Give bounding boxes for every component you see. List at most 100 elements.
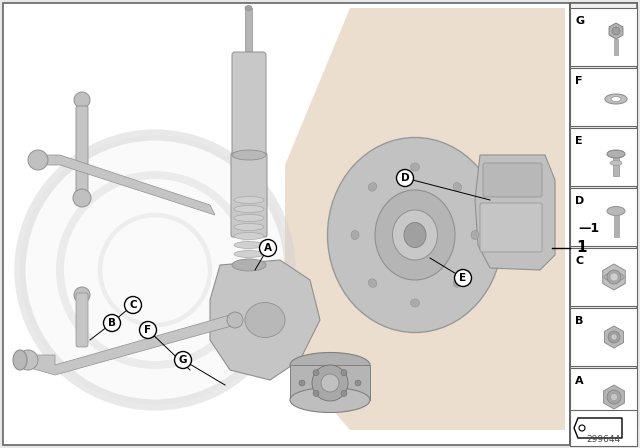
Circle shape: [610, 273, 618, 281]
FancyBboxPatch shape: [570, 3, 637, 445]
Ellipse shape: [234, 233, 264, 240]
Text: D: D: [401, 173, 410, 183]
Ellipse shape: [234, 250, 264, 258]
Ellipse shape: [234, 241, 264, 249]
Polygon shape: [604, 326, 623, 348]
Text: G: G: [575, 16, 584, 26]
Polygon shape: [210, 260, 320, 380]
Ellipse shape: [392, 210, 438, 260]
Polygon shape: [603, 264, 625, 290]
Text: G: G: [179, 355, 188, 365]
Ellipse shape: [471, 231, 479, 240]
Circle shape: [607, 390, 621, 404]
Circle shape: [227, 312, 243, 328]
Polygon shape: [574, 418, 622, 438]
Ellipse shape: [234, 197, 264, 203]
FancyBboxPatch shape: [290, 365, 370, 400]
Ellipse shape: [13, 350, 27, 370]
Text: C: C: [575, 256, 583, 266]
Ellipse shape: [410, 163, 419, 171]
Text: E: E: [575, 136, 582, 146]
Polygon shape: [20, 315, 235, 375]
Text: D: D: [575, 196, 584, 206]
Polygon shape: [285, 8, 565, 430]
Ellipse shape: [453, 279, 461, 287]
Circle shape: [73, 189, 91, 207]
Circle shape: [341, 370, 347, 375]
Circle shape: [28, 150, 48, 170]
Text: —1: —1: [578, 221, 599, 234]
Circle shape: [355, 380, 361, 386]
Circle shape: [299, 380, 305, 386]
FancyBboxPatch shape: [614, 39, 618, 55]
FancyBboxPatch shape: [480, 203, 542, 252]
Circle shape: [313, 390, 319, 396]
Text: 299644: 299644: [586, 435, 620, 444]
Circle shape: [140, 322, 157, 339]
Polygon shape: [30, 155, 215, 215]
FancyBboxPatch shape: [232, 52, 266, 158]
Ellipse shape: [404, 223, 426, 247]
Circle shape: [313, 370, 319, 375]
Ellipse shape: [607, 150, 625, 158]
Circle shape: [18, 350, 38, 370]
Ellipse shape: [232, 259, 266, 271]
Ellipse shape: [290, 353, 370, 378]
FancyBboxPatch shape: [570, 68, 637, 126]
Text: 1: 1: [576, 241, 586, 255]
Text: F: F: [145, 325, 152, 335]
Polygon shape: [604, 385, 625, 409]
Polygon shape: [609, 23, 623, 39]
Ellipse shape: [607, 207, 625, 215]
Circle shape: [259, 240, 276, 257]
Ellipse shape: [290, 388, 370, 413]
FancyBboxPatch shape: [570, 410, 637, 446]
Polygon shape: [475, 155, 555, 270]
FancyBboxPatch shape: [613, 158, 619, 176]
Ellipse shape: [453, 183, 461, 191]
Circle shape: [74, 92, 90, 108]
Ellipse shape: [351, 231, 359, 240]
Text: A: A: [575, 376, 584, 386]
Ellipse shape: [368, 279, 377, 287]
Ellipse shape: [604, 273, 624, 281]
Ellipse shape: [234, 206, 264, 212]
Ellipse shape: [610, 160, 622, 165]
FancyBboxPatch shape: [570, 188, 637, 246]
Ellipse shape: [245, 5, 252, 10]
Circle shape: [454, 270, 472, 287]
Ellipse shape: [245, 302, 285, 337]
FancyBboxPatch shape: [231, 153, 267, 237]
FancyBboxPatch shape: [570, 248, 637, 306]
Text: C: C: [129, 300, 137, 310]
Text: E: E: [460, 273, 467, 283]
Circle shape: [104, 314, 120, 332]
Ellipse shape: [368, 183, 377, 191]
Text: F: F: [575, 76, 582, 86]
Circle shape: [175, 352, 191, 369]
Ellipse shape: [410, 299, 419, 307]
Ellipse shape: [375, 190, 455, 280]
Text: B: B: [575, 316, 584, 326]
Circle shape: [579, 425, 585, 431]
Circle shape: [20, 135, 290, 405]
Circle shape: [312, 365, 348, 401]
Circle shape: [397, 169, 413, 186]
Circle shape: [125, 297, 141, 314]
Ellipse shape: [234, 224, 264, 231]
Circle shape: [611, 334, 617, 340]
Circle shape: [74, 287, 90, 303]
FancyBboxPatch shape: [570, 8, 637, 66]
FancyBboxPatch shape: [245, 8, 252, 63]
FancyBboxPatch shape: [483, 163, 542, 197]
FancyBboxPatch shape: [3, 3, 637, 445]
FancyBboxPatch shape: [614, 215, 618, 237]
Circle shape: [608, 331, 620, 343]
Circle shape: [321, 374, 339, 392]
Text: B: B: [108, 318, 116, 328]
Circle shape: [341, 390, 347, 396]
Circle shape: [611, 393, 618, 401]
Circle shape: [612, 27, 620, 35]
Ellipse shape: [605, 94, 627, 104]
Ellipse shape: [234, 215, 264, 221]
